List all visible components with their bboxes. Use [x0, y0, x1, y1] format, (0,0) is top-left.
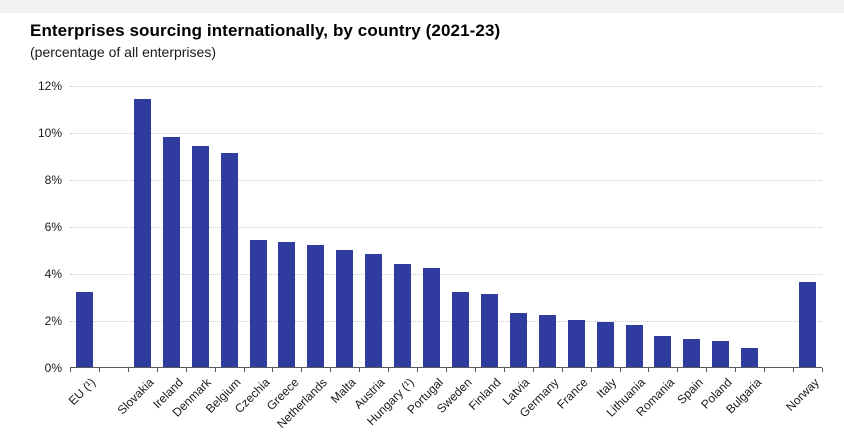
x-axis-tick [301, 368, 303, 372]
x-axis-tick [793, 368, 795, 372]
y-axis-label: 6% [44, 220, 62, 234]
gridline [70, 321, 822, 322]
bar [191, 146, 209, 367]
bar [423, 268, 441, 367]
x-axis-tick [503, 368, 505, 372]
bar [625, 324, 643, 367]
bar [741, 348, 759, 367]
x-axis-tick [706, 368, 708, 372]
bar [509, 312, 527, 367]
chart-title: Enterprises sourcing internationally, by… [30, 21, 501, 40]
x-axis-tick [243, 368, 245, 372]
x-axis-tick [388, 368, 390, 372]
bar [307, 244, 325, 367]
x-axis-tick [735, 368, 737, 372]
x-axis-tick [764, 368, 766, 372]
x-axis-label: France [554, 375, 591, 412]
bar [278, 242, 296, 367]
bar [596, 322, 614, 367]
x-axis-tick [677, 368, 679, 372]
gridline [70, 180, 822, 181]
plot-area [70, 86, 823, 372]
bar [480, 294, 498, 367]
x-axis-tick [648, 368, 650, 372]
gridline [70, 133, 822, 134]
y-axis-label: 10% [37, 126, 62, 140]
bar [712, 341, 730, 367]
top-strip [0, 0, 844, 13]
x-axis-tick [156, 368, 158, 372]
x-axis-tick [822, 368, 823, 372]
bar [683, 338, 701, 367]
x-axis-tick [532, 368, 534, 372]
x-axis-label: EU (¹) [66, 375, 99, 408]
x-axis-tick [98, 368, 100, 372]
chart-subtitle: (percentage of all enterprises) [30, 44, 216, 60]
x-axis-tick [474, 368, 476, 372]
x-axis-tick [272, 368, 274, 372]
x-axis-tick [70, 368, 71, 372]
bar [538, 315, 556, 367]
y-axis-label: 8% [44, 173, 62, 187]
x-axis-tick [214, 368, 216, 372]
bar [220, 153, 238, 367]
bar [336, 249, 354, 367]
bar [249, 240, 267, 367]
y-axis-label: 0% [44, 361, 62, 375]
x-axis-tick [590, 368, 592, 372]
x-axis-tick [417, 368, 419, 372]
x-axis-label: Finland [465, 375, 504, 414]
x-axis-tick [330, 368, 332, 372]
x-axis-tick [359, 368, 361, 372]
bar [451, 291, 469, 367]
bar [654, 336, 672, 367]
x-axis-tick [446, 368, 447, 372]
y-axis-label: 2% [44, 314, 62, 328]
gridline [70, 86, 822, 87]
bar [394, 263, 412, 367]
x-axis-tick [127, 368, 129, 372]
x-axis-tick [561, 368, 563, 372]
bar [133, 99, 151, 367]
bar [365, 254, 383, 367]
x-axis-tick [185, 368, 187, 372]
bar [567, 320, 585, 367]
x-axis-label: Slovakia [114, 375, 157, 418]
x-axis-tick [619, 368, 621, 372]
gridline [70, 274, 822, 275]
gridline [70, 227, 822, 228]
x-axis-label: Norway [783, 375, 822, 414]
bar [162, 136, 180, 367]
bar [799, 282, 817, 367]
bar [75, 291, 93, 367]
y-axis-label: 4% [44, 267, 62, 281]
y-axis-label: 12% [37, 79, 62, 93]
